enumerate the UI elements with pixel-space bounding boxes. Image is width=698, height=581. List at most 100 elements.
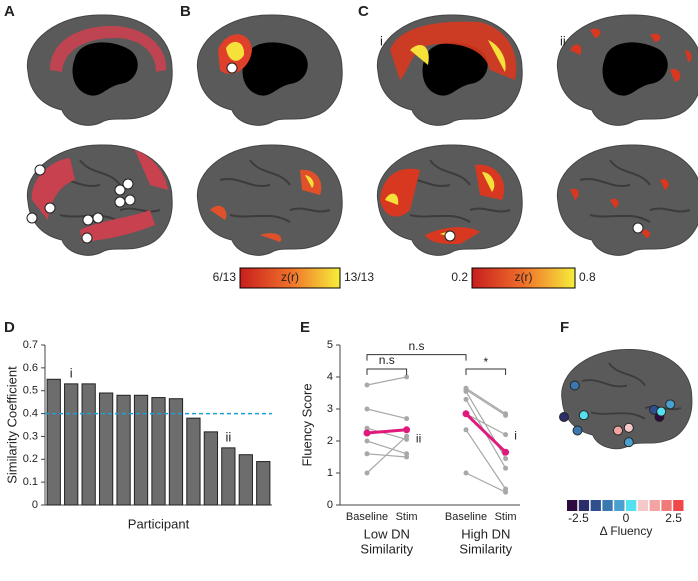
bar xyxy=(133,394,149,506)
y-tick-label: 5 xyxy=(327,339,333,351)
point xyxy=(503,465,509,471)
point xyxy=(364,470,370,476)
series-line xyxy=(465,429,507,490)
y-tick-label: 0.2 xyxy=(23,453,38,465)
bracket xyxy=(366,354,467,361)
brain-c-ii-bottom xyxy=(556,143,698,257)
group-label: Low DN xyxy=(364,526,410,541)
colorbar-title: Δ Fluency xyxy=(600,524,653,538)
colorbar-tick-label: 6/13 xyxy=(213,270,237,284)
bar xyxy=(221,447,236,506)
bar xyxy=(98,392,114,506)
point xyxy=(403,426,411,434)
panel-label: D xyxy=(4,319,15,336)
point xyxy=(503,412,509,418)
group-label: Similarity xyxy=(459,541,512,556)
y-axis-title: Similarity Coefficient xyxy=(4,366,19,484)
point xyxy=(364,406,370,412)
colorbar-tick-label: 13/13 xyxy=(344,270,374,284)
colorbar-swatch xyxy=(637,500,649,511)
point xyxy=(404,416,410,422)
point xyxy=(404,374,410,380)
point xyxy=(364,438,370,444)
point xyxy=(503,489,509,495)
annotation: n.s xyxy=(379,353,395,367)
point xyxy=(463,470,469,476)
brain-b-bottom xyxy=(196,143,344,257)
y-tick-label: 0.1 xyxy=(23,476,38,488)
colorbar-swatch xyxy=(578,500,590,511)
point xyxy=(364,451,370,457)
point xyxy=(463,427,469,433)
y-tick-label: 0.7 xyxy=(23,339,38,351)
point xyxy=(463,388,469,394)
bar xyxy=(151,397,166,506)
series-line xyxy=(464,412,507,454)
x-tick-label: Stim xyxy=(495,511,517,523)
sub-label: i xyxy=(380,33,383,48)
annotation: ii xyxy=(225,429,231,444)
bar xyxy=(238,454,253,506)
series-line xyxy=(366,440,407,455)
bar xyxy=(116,394,131,506)
colorbar-tick-label: 2.5 xyxy=(665,511,682,525)
y-tick-label: 0.6 xyxy=(23,362,38,374)
colorbar-swatch xyxy=(673,500,684,511)
brain-c-i-bottom xyxy=(376,143,524,257)
colorbar-tick-label: 0.8 xyxy=(579,270,596,284)
series-line xyxy=(465,389,506,416)
colorbar-swatch xyxy=(567,500,578,511)
bracket xyxy=(465,368,507,375)
x-tick-label: Stim xyxy=(396,511,418,523)
brain-a-bottom xyxy=(26,143,174,257)
brain-c-i-top xyxy=(376,14,523,126)
point xyxy=(404,433,410,439)
colorbar-swatch xyxy=(602,500,613,511)
colorbar-swatch xyxy=(649,500,660,511)
colorbar xyxy=(239,267,341,289)
series-line xyxy=(366,408,407,420)
panel-label: B xyxy=(180,3,191,20)
sub-label: ii xyxy=(560,33,566,48)
y-tick-label: 4 xyxy=(327,371,333,383)
panel-label: E xyxy=(300,319,310,336)
y-tick-label: 0.3 xyxy=(23,430,38,442)
point xyxy=(503,456,509,462)
point xyxy=(404,454,410,460)
bar xyxy=(168,398,184,506)
panel-label: C xyxy=(358,3,369,20)
colorbar-swatch xyxy=(661,500,672,511)
annotation: n.s xyxy=(408,339,424,353)
point xyxy=(364,382,370,388)
point xyxy=(363,429,371,437)
y-tick-label: 1 xyxy=(327,467,333,479)
series-line xyxy=(366,428,407,435)
series-line xyxy=(465,472,506,493)
annotation: * xyxy=(483,355,488,369)
point xyxy=(462,410,470,418)
brain-f xyxy=(559,348,693,450)
panel-label: A xyxy=(4,3,15,20)
group-label: High DN xyxy=(461,526,510,541)
y-tick-label: 0.4 xyxy=(23,407,38,419)
y-tick-label: 3 xyxy=(327,403,333,415)
point xyxy=(364,425,370,431)
colorbar-swatch xyxy=(590,500,601,511)
panel-label: F xyxy=(560,319,569,336)
annotation: i xyxy=(514,428,517,442)
y-tick-label: 0.5 xyxy=(23,385,38,397)
point xyxy=(503,432,509,438)
bracket xyxy=(366,368,408,375)
colorbar xyxy=(471,267,576,289)
x-axis-title: Participant xyxy=(128,516,190,531)
bar xyxy=(64,383,79,506)
y-tick-label: 0 xyxy=(32,499,38,511)
colorbar-title: z(r) xyxy=(281,270,299,284)
bar xyxy=(256,461,271,506)
y-tick-label: 0 xyxy=(327,499,333,511)
group-label: Similarity xyxy=(360,541,413,556)
brain-b-top xyxy=(196,14,343,126)
annotation: ii xyxy=(416,432,421,446)
